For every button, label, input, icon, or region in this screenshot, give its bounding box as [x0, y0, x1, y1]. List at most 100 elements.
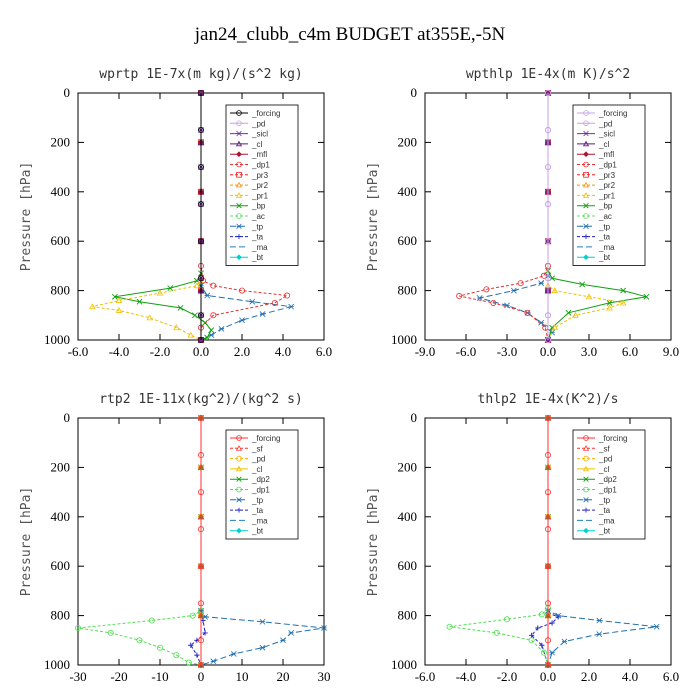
legend-marker — [583, 234, 589, 239]
legend-item: _dp2 — [230, 475, 270, 484]
legend-marker — [236, 234, 242, 239]
data-point — [218, 326, 225, 332]
series-group — [89, 89, 295, 344]
x-tick-label: 0 — [198, 669, 205, 684]
data-point — [619, 299, 627, 306]
legend-item: _pr2 — [577, 181, 616, 190]
data-point — [545, 563, 552, 570]
series-line — [200, 93, 292, 341]
legend-label: _dp1 — [251, 486, 270, 495]
data-point — [239, 317, 245, 324]
data-point — [538, 280, 545, 287]
series-group — [456, 89, 650, 344]
x-tick-label: 10 — [236, 669, 249, 684]
legend-label: _sicl — [251, 130, 268, 139]
data-point — [107, 629, 114, 636]
legend-marker — [583, 527, 589, 534]
data-point — [572, 311, 579, 318]
data-point — [111, 293, 118, 300]
y-tick-label: 1000 — [391, 657, 417, 672]
data-point — [545, 336, 552, 343]
x-tick-label: -30 — [69, 669, 86, 684]
data-point — [197, 127, 204, 134]
data-point — [115, 297, 123, 303]
legend-marker — [583, 161, 589, 168]
x-tick-label: -20 — [110, 669, 127, 684]
y-tick-label: 200 — [398, 459, 418, 474]
data-point — [115, 306, 123, 313]
legend-marker — [236, 151, 242, 158]
x-tick-label: -4.0 — [109, 344, 130, 359]
y-tick-label: 800 — [398, 283, 418, 298]
series-line — [114, 93, 212, 341]
y-tick-label: 400 — [398, 509, 418, 524]
data-point — [197, 90, 204, 97]
legend-label: _ma — [251, 516, 268, 525]
legend-marker — [236, 171, 242, 178]
legend-marker — [235, 465, 243, 472]
legend: _forcing_pd _sicl_cl_mfl _dp1_pr3_pr2_pr1 _… — [572, 104, 646, 266]
data-point — [446, 623, 453, 630]
data-point — [259, 644, 266, 651]
data-point — [545, 127, 552, 134]
series-forcing — [197, 90, 204, 343]
legend-marker — [582, 192, 590, 198]
y-tick-label: 0 — [411, 85, 418, 100]
legend-marker — [236, 120, 242, 127]
data-point — [288, 630, 295, 636]
data-point — [565, 309, 572, 316]
legend-item: _sf — [577, 444, 610, 453]
data-point — [490, 299, 497, 306]
legend-label: _ma — [251, 243, 268, 252]
y-axis-label: Pressure [hPa] — [366, 162, 381, 272]
legend-label: _tp — [251, 496, 264, 505]
x-tick-label: 20 — [277, 669, 290, 684]
data-point — [173, 652, 180, 659]
legend: _forcing_pd _sicl_cl_mfl _dp1_pr3_pr2_pr1 _… — [225, 104, 299, 266]
data-point — [620, 287, 627, 294]
legend-marker — [236, 110, 242, 116]
legend-item: _dp1 — [230, 161, 270, 170]
legend-item: _bt — [577, 527, 611, 536]
data-point — [230, 651, 237, 657]
data-point — [284, 292, 291, 299]
legend-label: _pr1 — [251, 191, 269, 200]
legend-item: _ma — [230, 243, 268, 252]
y-tick-label: 800 — [51, 608, 71, 623]
legend-label: _ta — [251, 233, 264, 242]
x-tick-label: -2.0 — [497, 669, 518, 684]
data-point — [528, 637, 535, 644]
panel-title: wprtp 1E-7x(m kg)/(s^2 kg) — [99, 67, 303, 82]
data-point — [208, 327, 215, 334]
data-point — [545, 637, 552, 644]
data-point — [585, 293, 593, 300]
data-point — [194, 652, 200, 658]
data-point — [539, 642, 545, 648]
legend-marker — [583, 476, 589, 482]
legend-label: _cl — [251, 140, 262, 149]
data-point — [545, 600, 552, 607]
x-tick-label: 6.0 — [663, 669, 679, 684]
legend-item: _sicl — [230, 130, 268, 139]
x-tick-label: 4.0 — [275, 344, 291, 359]
legend-item: _pd — [230, 119, 265, 128]
legend-label: _pr3 — [598, 171, 616, 180]
y-tick-label: 200 — [51, 134, 71, 149]
data-point — [538, 611, 545, 618]
legend-label: _bt — [251, 253, 264, 262]
legend-marker — [583, 486, 589, 493]
data-point — [549, 649, 555, 656]
legend-label: _mfl — [598, 150, 614, 159]
legend-item: _dp1 — [577, 486, 617, 495]
data-point — [483, 286, 490, 293]
series-ta — [188, 415, 208, 668]
legend-item: _pr1 — [577, 191, 616, 200]
legend-item: _bt — [230, 527, 264, 536]
series-dp1 — [75, 414, 204, 669]
y-tick-label: 0 — [64, 410, 71, 425]
data-point — [185, 659, 192, 666]
legend-label: _forcing — [598, 434, 627, 443]
legend-label: _sf — [251, 444, 263, 453]
legend-item: _ma — [577, 243, 615, 252]
legend-item: _bp — [230, 202, 266, 211]
